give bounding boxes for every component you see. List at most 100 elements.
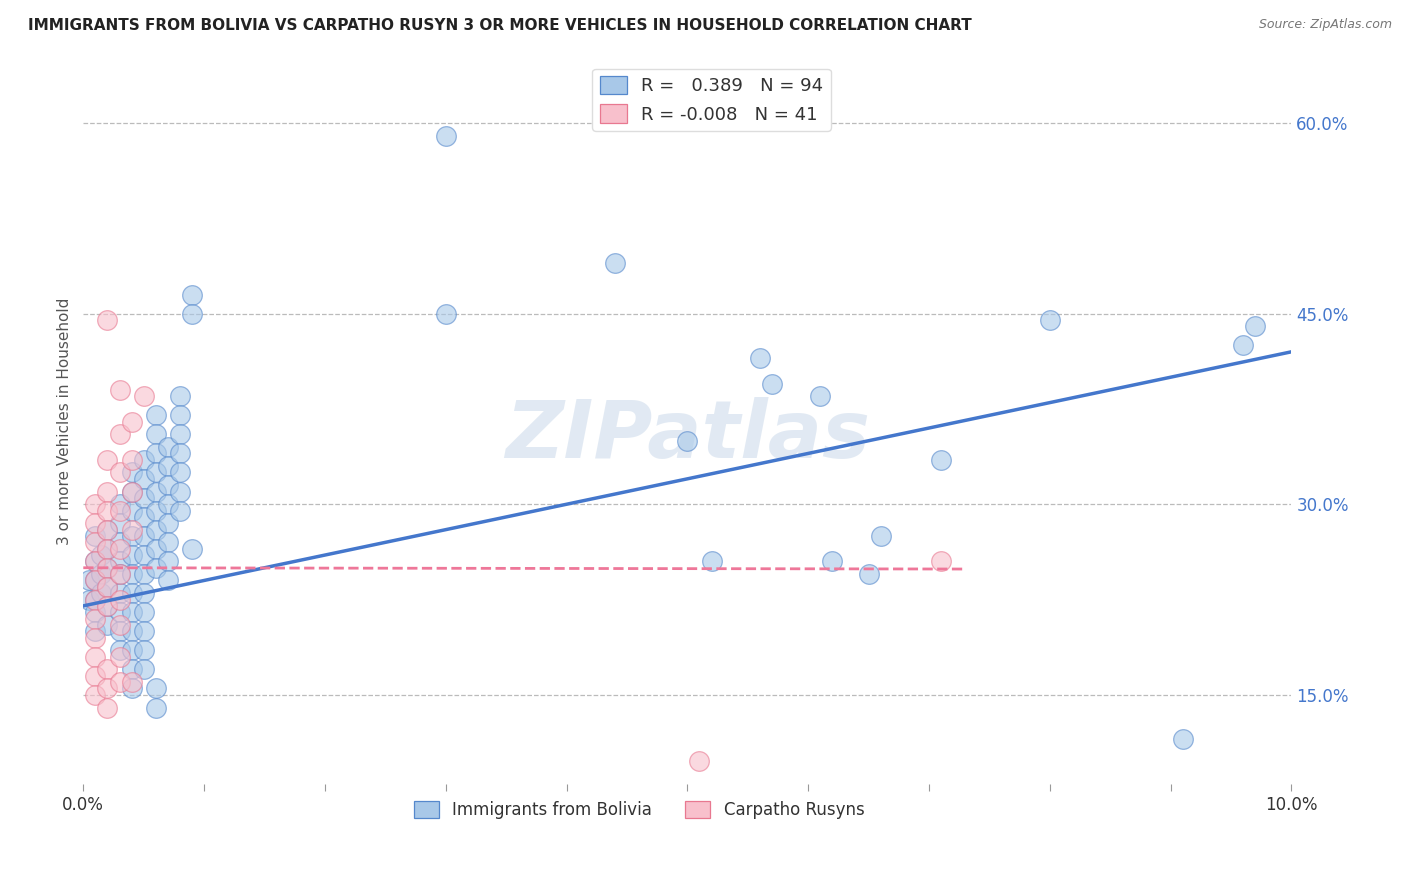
Point bbox=[84, 688, 107, 702]
Point bbox=[748, 351, 770, 366]
Point bbox=[1232, 338, 1254, 352]
Point bbox=[156, 497, 179, 511]
Point bbox=[145, 541, 167, 556]
Point bbox=[84, 535, 107, 549]
Point bbox=[121, 548, 143, 562]
Text: Source: ZipAtlas.com: Source: ZipAtlas.com bbox=[1258, 18, 1392, 31]
Point bbox=[156, 440, 179, 454]
Point bbox=[121, 523, 143, 537]
Point bbox=[121, 484, 143, 499]
Point bbox=[108, 567, 131, 582]
Point bbox=[96, 523, 118, 537]
Point bbox=[132, 491, 155, 505]
Point bbox=[156, 459, 179, 474]
Point bbox=[96, 580, 118, 594]
Y-axis label: 3 or more Vehicles in Household: 3 or more Vehicles in Household bbox=[58, 298, 72, 545]
Point bbox=[156, 535, 179, 549]
Point bbox=[96, 313, 118, 327]
Point bbox=[132, 624, 155, 639]
Point bbox=[96, 484, 118, 499]
Point bbox=[132, 605, 155, 619]
Point bbox=[96, 561, 118, 575]
Point bbox=[434, 128, 457, 143]
Point bbox=[132, 567, 155, 582]
Point bbox=[96, 681, 118, 696]
Point bbox=[108, 567, 131, 582]
Point bbox=[121, 605, 143, 619]
Point bbox=[929, 554, 952, 568]
Point bbox=[121, 529, 143, 543]
Point bbox=[1244, 319, 1267, 334]
Point bbox=[108, 624, 131, 639]
Point bbox=[108, 592, 131, 607]
Point bbox=[96, 700, 118, 714]
Point bbox=[145, 409, 167, 423]
Point bbox=[96, 618, 118, 632]
Point bbox=[84, 624, 107, 639]
Point bbox=[145, 681, 167, 696]
Point bbox=[434, 307, 457, 321]
Point bbox=[156, 478, 179, 492]
Point bbox=[1039, 313, 1062, 327]
Point bbox=[84, 497, 107, 511]
Point bbox=[96, 561, 118, 575]
Point bbox=[132, 548, 155, 562]
Point bbox=[108, 586, 131, 600]
Point bbox=[132, 452, 155, 467]
Point bbox=[169, 503, 191, 517]
Point bbox=[96, 662, 118, 676]
Point bbox=[121, 586, 143, 600]
Point bbox=[132, 389, 155, 403]
Point bbox=[84, 574, 107, 588]
Text: IMMIGRANTS FROM BOLIVIA VS CARPATHO RUSYN 3 OR MORE VEHICLES IN HOUSEHOLD CORREL: IMMIGRANTS FROM BOLIVIA VS CARPATHO RUSY… bbox=[28, 18, 972, 33]
Point bbox=[84, 554, 107, 568]
Point bbox=[84, 669, 107, 683]
Point bbox=[121, 415, 143, 429]
Point bbox=[108, 535, 131, 549]
Point bbox=[169, 446, 191, 460]
Point bbox=[84, 516, 107, 531]
Point bbox=[108, 427, 131, 442]
Point bbox=[108, 554, 131, 568]
Point bbox=[84, 574, 107, 588]
Point bbox=[761, 376, 783, 391]
Point bbox=[821, 554, 844, 568]
Point bbox=[108, 541, 131, 556]
Point bbox=[145, 700, 167, 714]
Point bbox=[688, 754, 710, 768]
Point bbox=[84, 649, 107, 664]
Point bbox=[108, 516, 131, 531]
Point bbox=[169, 484, 191, 499]
Point bbox=[121, 662, 143, 676]
Point bbox=[96, 599, 118, 613]
Point bbox=[121, 624, 143, 639]
Point bbox=[96, 503, 118, 517]
Point bbox=[96, 523, 118, 537]
Point bbox=[1171, 732, 1194, 747]
Legend: Immigrants from Bolivia, Carpatho Rusyns: Immigrants from Bolivia, Carpatho Rusyns bbox=[408, 795, 872, 826]
Point bbox=[145, 446, 167, 460]
Point bbox=[929, 452, 952, 467]
Point bbox=[90, 567, 112, 582]
Point bbox=[84, 611, 107, 625]
Point bbox=[121, 503, 143, 517]
Point bbox=[108, 503, 131, 517]
Point bbox=[132, 510, 155, 524]
Point bbox=[121, 567, 143, 582]
Point bbox=[79, 592, 101, 607]
Point bbox=[169, 409, 191, 423]
Point bbox=[121, 452, 143, 467]
Point bbox=[181, 307, 204, 321]
Point bbox=[84, 592, 107, 607]
Point bbox=[132, 586, 155, 600]
Point bbox=[121, 675, 143, 690]
Point bbox=[169, 389, 191, 403]
Point bbox=[121, 681, 143, 696]
Point bbox=[145, 466, 167, 480]
Point bbox=[90, 548, 112, 562]
Point bbox=[96, 452, 118, 467]
Point bbox=[808, 389, 831, 403]
Point bbox=[96, 580, 118, 594]
Point bbox=[603, 256, 626, 270]
Point bbox=[156, 574, 179, 588]
